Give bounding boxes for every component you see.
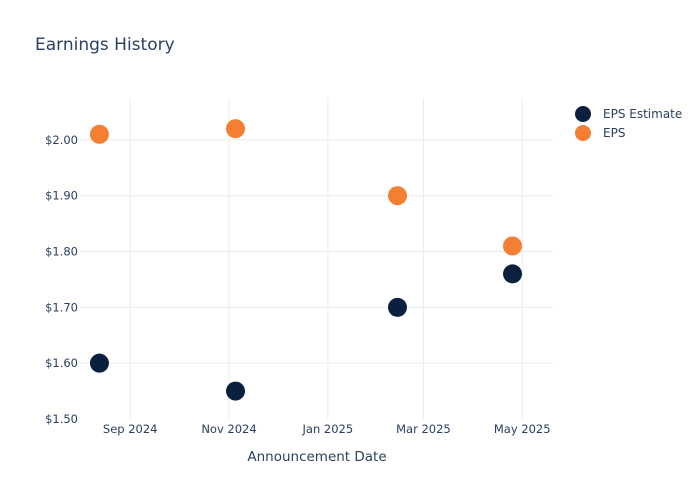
- x-tick-label: Mar 2025: [396, 422, 451, 436]
- y-tick-label: $1.80: [45, 245, 78, 259]
- y-axis-ticks: $1.50 $1.60 $1.70 $1.80 $1.90 $2.00: [45, 133, 78, 426]
- y-tick-label: $1.50: [45, 412, 78, 426]
- x-axis-title: Announcement Date: [247, 449, 386, 465]
- y-tick-label: $1.60: [45, 356, 78, 370]
- eps-point[interactable]: [89, 124, 109, 144]
- y-tick-label: $2.00: [45, 133, 78, 147]
- data-points: [89, 119, 523, 401]
- x-axis-ticks: Sep 2024 Nov 2024 Jan 2025 Mar 2025 May 2025: [103, 422, 551, 436]
- eps-estimate-point[interactable]: [387, 297, 407, 317]
- eps-estimate-point[interactable]: [89, 353, 109, 373]
- x-tick-label: Sep 2024: [103, 422, 158, 436]
- eps-estimate-point[interactable]: [226, 381, 246, 401]
- chart-title: Earnings History: [35, 35, 175, 55]
- eps-point[interactable]: [503, 236, 523, 256]
- legend-label[interactable]: EPS Estimate: [603, 107, 682, 121]
- grid-layer: [80, 98, 553, 419]
- eps-estimate-point[interactable]: [503, 264, 523, 284]
- x-tick-label: Nov 2024: [201, 422, 256, 436]
- legend[interactable]: EPS Estimate EPS: [575, 106, 682, 141]
- legend-label[interactable]: EPS: [603, 126, 625, 140]
- eps-point[interactable]: [226, 119, 246, 139]
- legend-marker[interactable]: [575, 125, 591, 141]
- eps-point[interactable]: [387, 186, 407, 206]
- x-tick-label: Jan 2025: [302, 422, 354, 436]
- x-tick-label: May 2025: [494, 422, 551, 436]
- y-tick-label: $1.70: [45, 300, 78, 314]
- y-tick-label: $1.90: [45, 189, 78, 203]
- legend-marker[interactable]: [575, 106, 591, 122]
